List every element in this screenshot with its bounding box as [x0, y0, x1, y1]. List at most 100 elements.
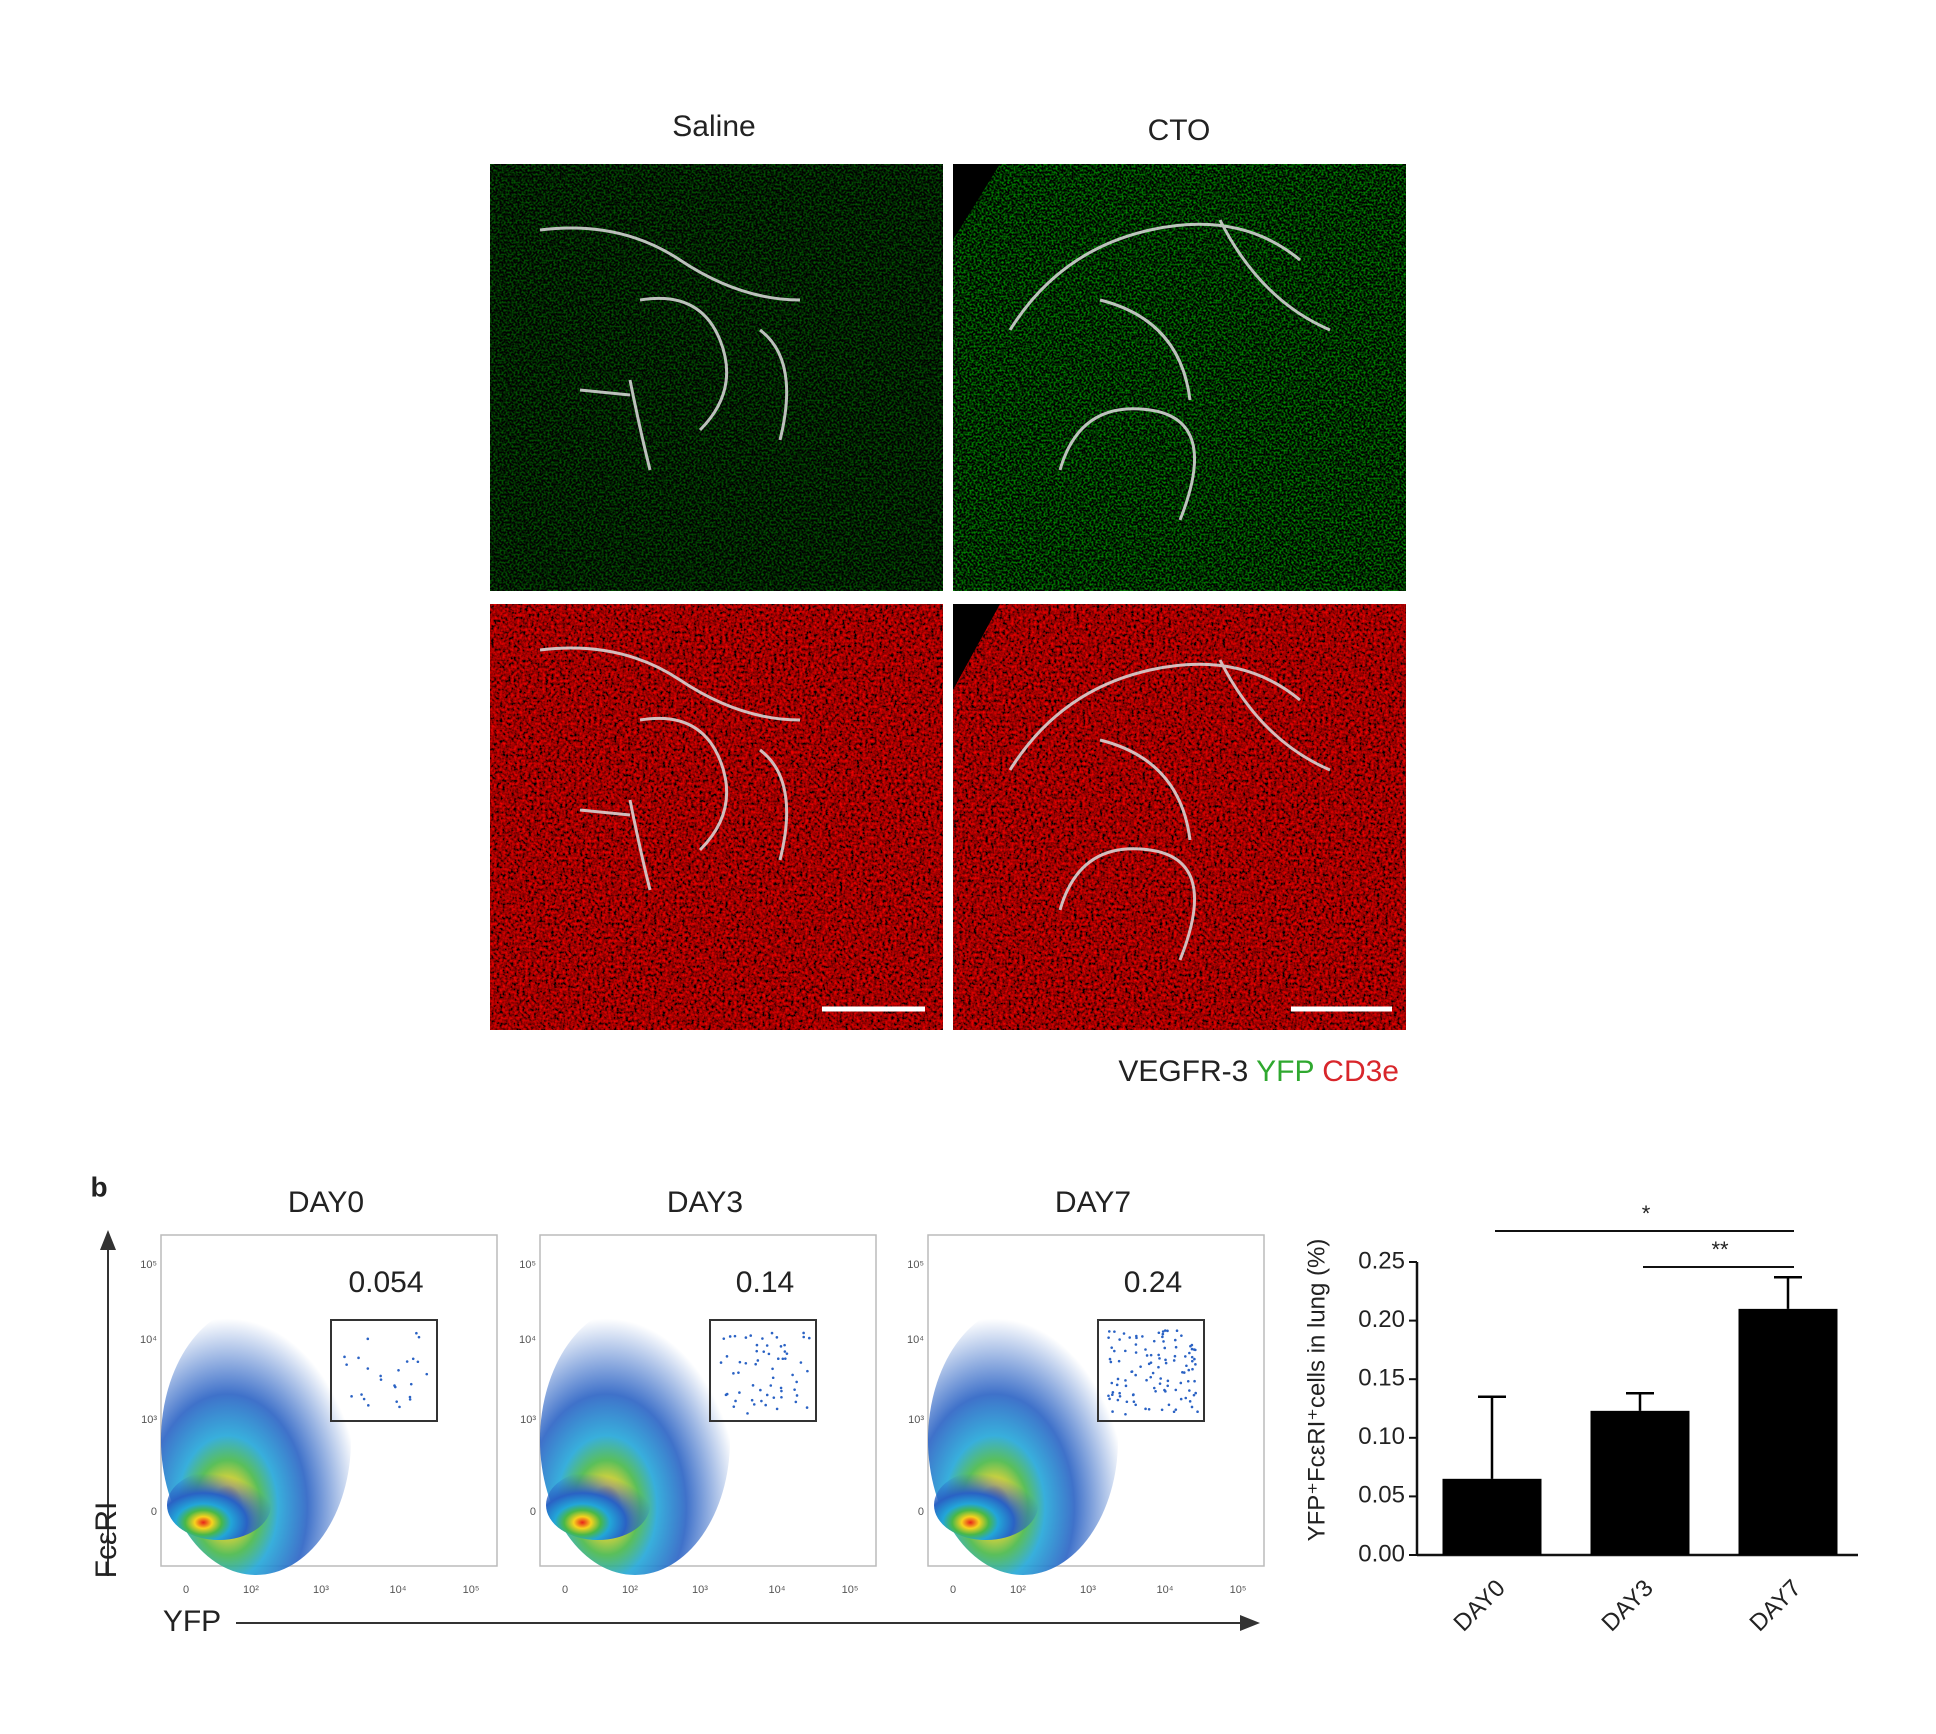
event-dot [780, 1395, 783, 1399]
event-dot [1144, 1348, 1147, 1351]
density-cloud [161, 1305, 351, 1575]
event-dot [1116, 1377, 1120, 1381]
x-tick-label: 10⁴ [769, 1584, 786, 1596]
event-dot [755, 1343, 759, 1347]
event-dot [719, 1361, 723, 1364]
density-cloud [540, 1305, 730, 1575]
event-dot [759, 1388, 762, 1392]
y-tick-label: 0.05 [1358, 1482, 1405, 1509]
event-dot [366, 1367, 370, 1370]
event-dot [769, 1384, 773, 1387]
x-tick-label: 0 [950, 1584, 956, 1596]
y-tick-label: 0.20 [1358, 1306, 1405, 1333]
density-core [934, 1470, 1038, 1540]
x-tick-label: 10³ [313, 1584, 329, 1596]
event-dot [795, 1380, 798, 1384]
event-dot [1190, 1355, 1194, 1359]
gate [709, 1319, 817, 1422]
gate-value: 0.054 [348, 1266, 423, 1299]
event-dot [732, 1372, 735, 1375]
stain-legend: VEGFR-3 YFP CD3e [1118, 1055, 1399, 1088]
event-dot [1124, 1379, 1127, 1382]
x-tick-label: 0 [562, 1584, 568, 1596]
event-dot [1190, 1405, 1194, 1409]
event-dot [1109, 1360, 1113, 1364]
event-dot [1145, 1354, 1149, 1357]
event-dot [1160, 1408, 1164, 1412]
column-title: CTO [1148, 114, 1211, 147]
event-dot [379, 1378, 383, 1381]
y-axis-label: YFP⁺FcεRI⁺cells in lung (%) [1303, 1239, 1330, 1542]
event-dot [1186, 1379, 1190, 1383]
gate [330, 1319, 438, 1422]
event-dot [760, 1399, 763, 1403]
event-dot [1194, 1391, 1198, 1395]
event-dot [1157, 1353, 1160, 1357]
gate-value: 0.24 [1124, 1266, 1182, 1299]
event-dot [1134, 1343, 1138, 1346]
event-dot [751, 1384, 755, 1387]
event-dot [1154, 1389, 1157, 1393]
density-cloud [928, 1305, 1118, 1575]
event-dot [1107, 1394, 1110, 1398]
event-dot [1175, 1329, 1179, 1332]
event-dot [750, 1398, 754, 1402]
plot-title: DAY7 [1055, 1186, 1131, 1219]
event-dot [1188, 1400, 1192, 1403]
event-dot [738, 1360, 742, 1364]
event-dot [772, 1396, 776, 1399]
event-dot [762, 1350, 766, 1353]
event-dot [1125, 1400, 1129, 1404]
event-dot [1190, 1359, 1194, 1363]
event-dot [1149, 1375, 1153, 1379]
x-tick-label: DAY7 [1745, 1575, 1807, 1637]
y-tick-label: 10³ [520, 1414, 536, 1426]
significance-mark: * [1642, 1201, 1651, 1226]
event-dot [807, 1336, 811, 1340]
legend-entry: VEGFR-3 [1118, 1055, 1248, 1088]
event-dot [767, 1352, 771, 1356]
event-dot [802, 1331, 805, 1335]
event-dot [1179, 1381, 1183, 1385]
event-dot [393, 1385, 397, 1389]
event-dot [1184, 1396, 1188, 1400]
event-dot [802, 1335, 806, 1339]
event-dot [781, 1357, 785, 1361]
event-dot [765, 1393, 769, 1397]
event-dot [417, 1335, 421, 1339]
event-dot [1145, 1378, 1148, 1382]
vessels [539, 219, 1331, 961]
event-dot [1163, 1388, 1166, 1392]
event-dot [761, 1337, 764, 1340]
micrograph-texture [490, 604, 943, 1030]
event-dot [779, 1345, 783, 1348]
x-tick-label: 10⁴ [390, 1584, 407, 1596]
event-dot [1124, 1349, 1127, 1353]
event-dot [1164, 1358, 1167, 1362]
event-dot [794, 1400, 798, 1404]
event-dot [1134, 1351, 1138, 1354]
event-dot [1107, 1330, 1111, 1333]
event-dot [1134, 1403, 1137, 1407]
event-dot [732, 1405, 736, 1408]
event-dot [1194, 1363, 1197, 1366]
legend-entry: YFP [1256, 1055, 1314, 1088]
y-tick-label: 10³ [908, 1414, 924, 1426]
bar-chart: 0.00 0.05 0.10 0.15 0.20 0.25 YFP⁺FcεRI⁺cells … [1303, 1201, 1858, 1637]
event-dot [1144, 1407, 1147, 1411]
bar [1442, 1478, 1542, 1555]
x-tick-label: DAY0 [1449, 1575, 1511, 1637]
event-dot [1139, 1365, 1142, 1368]
x-tick-label: 0 [183, 1584, 189, 1596]
event-dot [398, 1405, 401, 1409]
event-dot [1115, 1383, 1119, 1387]
density-core [546, 1470, 650, 1540]
y-tick-label: 0 [530, 1506, 536, 1518]
event-dot [343, 1355, 346, 1359]
event-dot [397, 1368, 400, 1372]
event-dot [1141, 1335, 1144, 1338]
event-dot [1174, 1388, 1178, 1392]
event-dot [1157, 1331, 1161, 1335]
event-dot [1118, 1338, 1121, 1341]
event-dot [1173, 1338, 1177, 1342]
